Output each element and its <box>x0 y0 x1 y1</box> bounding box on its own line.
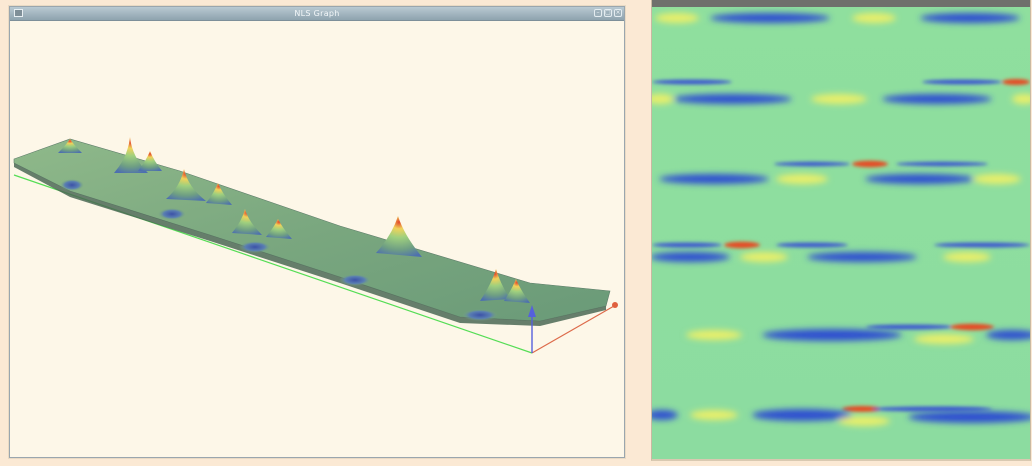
heatmap-band <box>686 329 1030 344</box>
surface-plot <box>13 137 618 354</box>
surface-trough <box>60 179 84 191</box>
heatmap-band <box>652 409 1030 426</box>
heatmap-window <box>651 0 1031 461</box>
heatmap-band <box>659 174 1021 184</box>
surface-peak <box>166 169 206 201</box>
heatmap-band <box>774 160 988 168</box>
heatmap-band <box>652 252 991 262</box>
surface-peak <box>114 137 148 173</box>
window-titlebar[interactable]: NLS Graph – ▢ × <box>10 7 624 21</box>
window-title: NLS Graph <box>294 9 340 18</box>
heatmap-band <box>655 13 1020 23</box>
surface-peak <box>376 216 422 257</box>
surface-trough <box>339 274 371 286</box>
y-axis-line <box>531 305 615 354</box>
heatmap-band <box>652 241 1030 249</box>
window-menu-icon[interactable] <box>14 9 23 17</box>
surface-peak <box>232 209 262 235</box>
nls-graph-window: NLS Graph – ▢ × <box>9 6 625 458</box>
axis-arrow-icon <box>528 305 536 317</box>
surface-trough <box>462 309 498 321</box>
surface-trough <box>239 241 271 253</box>
surface-peak <box>266 219 292 239</box>
close-button[interactable]: × <box>614 9 622 17</box>
surface-peak <box>58 139 82 153</box>
surface-trough <box>158 208 186 220</box>
3d-viewport[interactable] <box>10 21 624 457</box>
heatmap-band <box>652 94 1030 104</box>
axis-arrow-icon <box>612 302 618 308</box>
maximize-button[interactable]: ▢ <box>604 9 612 17</box>
heatmap-band <box>842 406 992 412</box>
heatmap-band <box>652 79 1030 85</box>
heatmap-band <box>866 323 994 331</box>
surface-peak <box>504 279 530 303</box>
heatmap-background <box>652 7 1030 459</box>
heatmap <box>652 7 1030 459</box>
surface-peak <box>480 269 510 301</box>
surface-peak <box>206 183 232 205</box>
surface-peak <box>138 151 162 171</box>
heatmap-window-bar <box>652 0 1030 7</box>
minimize-button[interactable]: – <box>594 9 602 17</box>
